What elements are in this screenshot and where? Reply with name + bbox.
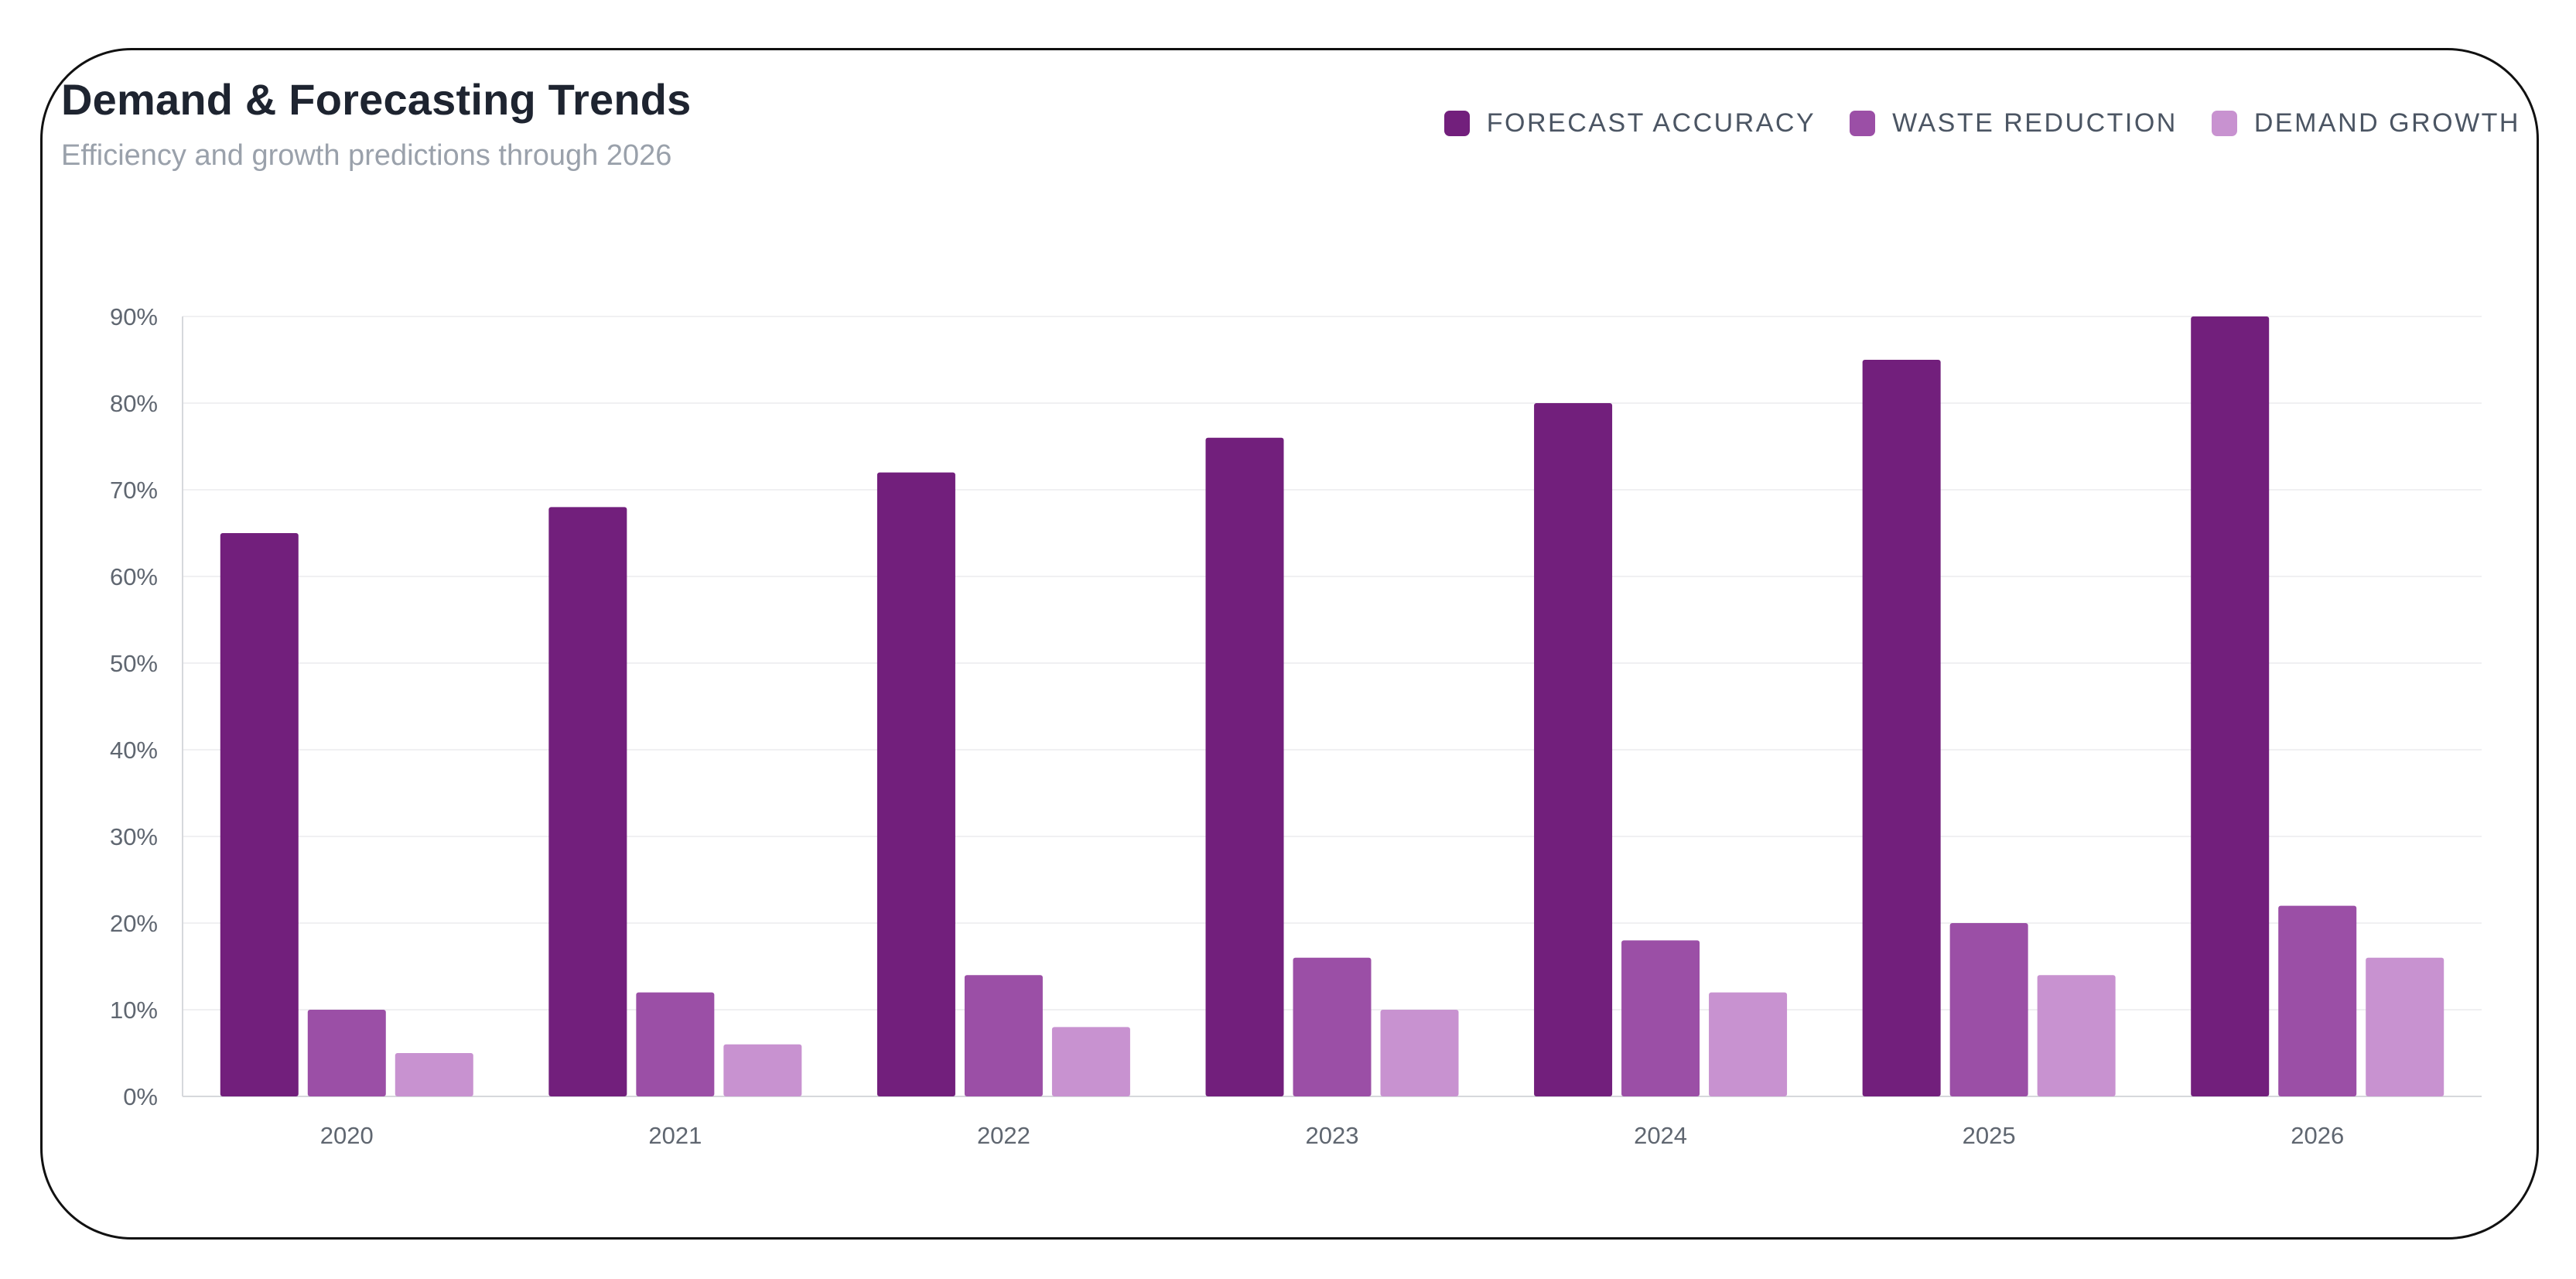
y-tick-label: 60% [110, 563, 158, 590]
chart-subtitle: Efficiency and growth predictions throug… [61, 139, 672, 172]
bar-forecast-accuracy-2026 [2191, 316, 2270, 1096]
bar-demand-growth-2026 [2366, 957, 2444, 1096]
x-tick-label: 2023 [1306, 1122, 1359, 1149]
y-tick-label: 80% [110, 390, 158, 417]
legend-item-demand-growth[interactable]: DEMAND GROWTH [2211, 108, 2520, 139]
y-tick-label: 90% [110, 303, 158, 330]
chart-legend: FORECAST ACCURACY WASTE REDUCTION DEMAND… [1443, 108, 2520, 139]
bar-demand-growth-2020 [395, 1053, 473, 1096]
y-tick-label: 40% [110, 737, 158, 764]
bar-waste-reduction-2026 [2278, 905, 2357, 1096]
x-tick-label: 2024 [1634, 1122, 1687, 1149]
chart-title: Demand & Forecasting Trends [61, 75, 692, 124]
y-tick-label: 0% [123, 1083, 158, 1110]
bar-waste-reduction-2022 [964, 975, 1043, 1096]
legend-item-waste-reduction[interactable]: WASTE REDUCTION [1850, 108, 2178, 139]
y-tick-label: 30% [110, 823, 158, 850]
legend-label-forecast-accuracy: FORECAST ACCURACY [1486, 108, 1816, 138]
x-tick-label: 2020 [320, 1122, 374, 1149]
bar-waste-reduction-2024 [1621, 940, 1700, 1096]
bar-demand-growth-2025 [2037, 975, 2116, 1096]
bar-forecast-accuracy-2020 [220, 533, 299, 1096]
bar-waste-reduction-2025 [1949, 923, 2028, 1096]
legend-swatch-forecast-accuracy [1443, 111, 1470, 136]
bar-demand-growth-2024 [1709, 992, 1788, 1096]
legend-swatch-waste-reduction [1850, 111, 1876, 136]
x-tick-label: 2021 [648, 1122, 702, 1149]
bar-forecast-accuracy-2024 [1534, 403, 1613, 1096]
bar-forecast-accuracy-2022 [876, 472, 955, 1096]
x-tick-label: 2022 [977, 1122, 1030, 1149]
bar-demand-growth-2022 [1051, 1027, 1130, 1096]
legend-swatch-demand-growth [2211, 111, 2237, 136]
y-tick-label: 10% [110, 997, 158, 1024]
y-tick-label: 70% [110, 477, 158, 504]
bar-demand-growth-2021 [723, 1044, 802, 1096]
x-tick-label: 2026 [2291, 1122, 2344, 1149]
legend-item-forecast-accuracy[interactable]: FORECAST ACCURACY [1443, 108, 1816, 139]
bar-waste-reduction-2021 [636, 992, 715, 1096]
bar-forecast-accuracy-2023 [1205, 437, 1284, 1096]
bar-forecast-accuracy-2021 [548, 507, 627, 1096]
bar-waste-reduction-2023 [1293, 957, 1372, 1096]
chart-card [40, 48, 2539, 1240]
bar-forecast-accuracy-2025 [1862, 360, 1941, 1096]
legend-label-waste-reduction: WASTE REDUCTION [1892, 108, 2178, 138]
y-tick-label: 50% [110, 650, 158, 677]
x-tick-label: 2025 [1963, 1122, 2016, 1149]
legend-label-demand-growth: DEMAND GROWTH [2253, 108, 2520, 138]
bar-waste-reduction-2020 [307, 1010, 386, 1096]
bar-demand-growth-2023 [1380, 1010, 1459, 1096]
y-tick-label: 20% [110, 910, 158, 937]
